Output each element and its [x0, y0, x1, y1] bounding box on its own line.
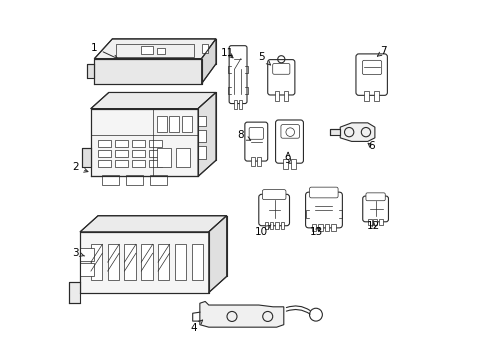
Bar	[282, 158, 287, 169]
Polygon shape	[80, 216, 226, 232]
Bar	[80, 248, 94, 261]
Bar	[283, 91, 287, 102]
Text: 1: 1	[91, 43, 118, 59]
Polygon shape	[91, 93, 216, 109]
Bar	[141, 244, 152, 280]
Bar	[132, 140, 145, 148]
FancyBboxPatch shape	[229, 46, 246, 104]
Polygon shape	[91, 109, 198, 176]
Bar	[132, 150, 145, 157]
Bar	[280, 222, 284, 229]
FancyBboxPatch shape	[275, 120, 303, 163]
Bar	[269, 222, 273, 229]
Bar	[107, 244, 119, 280]
Bar	[91, 244, 102, 280]
Bar	[290, 158, 295, 169]
Polygon shape	[198, 93, 216, 176]
Bar	[378, 219, 382, 225]
Bar	[275, 222, 278, 229]
Text: 5: 5	[258, 52, 270, 65]
Bar	[115, 140, 128, 148]
Bar	[198, 116, 205, 126]
Bar	[98, 159, 111, 167]
Bar	[132, 159, 145, 167]
FancyBboxPatch shape	[362, 60, 381, 75]
Bar	[149, 150, 162, 157]
Polygon shape	[208, 216, 226, 293]
Bar	[158, 244, 169, 280]
Bar	[198, 130, 205, 143]
Bar	[98, 140, 111, 148]
Bar	[98, 150, 111, 157]
Bar	[157, 48, 164, 54]
Bar	[250, 157, 255, 166]
Bar	[115, 150, 128, 157]
Bar	[169, 116, 179, 132]
Bar	[102, 175, 119, 185]
Bar	[311, 224, 316, 231]
Polygon shape	[329, 129, 340, 135]
Text: 8: 8	[237, 130, 250, 140]
Text: 7: 7	[377, 46, 386, 57]
FancyBboxPatch shape	[244, 122, 267, 161]
FancyBboxPatch shape	[258, 194, 289, 226]
Polygon shape	[82, 148, 91, 167]
Bar	[238, 100, 242, 109]
Polygon shape	[201, 39, 216, 84]
Bar	[182, 116, 192, 132]
Text: 6: 6	[367, 141, 374, 151]
Polygon shape	[80, 232, 208, 293]
Bar	[80, 263, 94, 276]
FancyBboxPatch shape	[248, 127, 263, 139]
Text: 9: 9	[284, 152, 291, 165]
Bar	[157, 116, 166, 132]
Bar	[201, 44, 207, 53]
Bar	[149, 159, 162, 167]
Bar	[367, 219, 371, 225]
Bar	[264, 222, 267, 229]
Bar	[373, 219, 377, 225]
Bar	[198, 146, 205, 158]
Bar	[124, 244, 136, 280]
Text: 3: 3	[72, 248, 84, 258]
Polygon shape	[340, 123, 374, 141]
Polygon shape	[200, 301, 283, 327]
Bar	[141, 46, 153, 54]
Text: 2: 2	[72, 162, 88, 172]
FancyBboxPatch shape	[281, 125, 299, 138]
Text: 12: 12	[366, 221, 380, 231]
FancyBboxPatch shape	[305, 192, 342, 228]
Bar	[331, 224, 335, 231]
Polygon shape	[69, 282, 80, 303]
FancyBboxPatch shape	[309, 187, 337, 198]
Bar	[274, 91, 279, 102]
Text: 13: 13	[309, 227, 322, 237]
Bar	[175, 148, 189, 167]
Polygon shape	[94, 39, 216, 59]
Polygon shape	[94, 59, 201, 84]
Bar	[150, 175, 167, 185]
FancyBboxPatch shape	[362, 196, 387, 222]
Bar	[149, 140, 162, 148]
Text: 11: 11	[221, 48, 234, 58]
FancyBboxPatch shape	[267, 60, 294, 95]
Bar	[363, 91, 368, 102]
FancyBboxPatch shape	[262, 190, 285, 200]
FancyBboxPatch shape	[272, 64, 289, 74]
Bar	[318, 224, 322, 231]
Polygon shape	[86, 64, 94, 78]
Bar	[191, 244, 203, 280]
Bar	[157, 148, 171, 167]
Text: 4: 4	[190, 320, 202, 333]
Bar	[115, 159, 128, 167]
Bar	[233, 100, 237, 109]
Bar	[373, 91, 378, 102]
FancyBboxPatch shape	[355, 54, 386, 95]
FancyBboxPatch shape	[365, 193, 385, 201]
Bar	[324, 224, 328, 231]
Bar	[125, 175, 143, 185]
Text: 10: 10	[255, 225, 270, 237]
Bar	[257, 157, 261, 166]
Bar	[175, 244, 186, 280]
